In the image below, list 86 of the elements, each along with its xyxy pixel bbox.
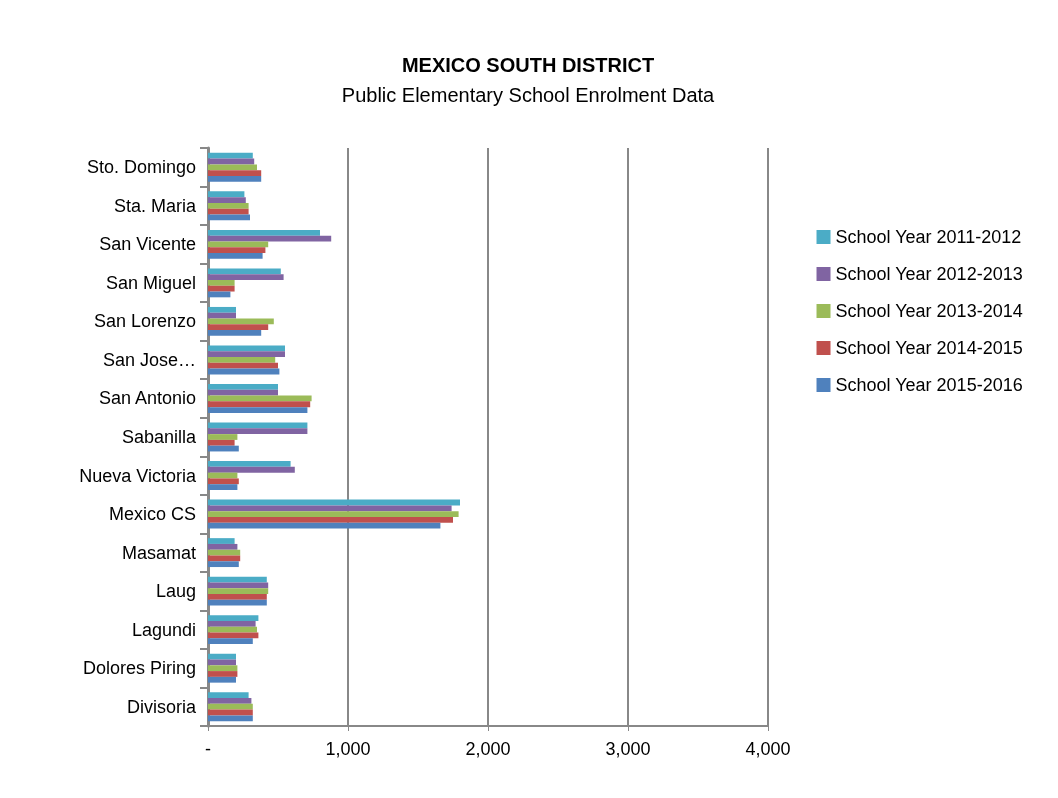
bar xyxy=(208,202,249,209)
x-tick-label: - xyxy=(205,739,211,759)
x-tick-label: 3,000 xyxy=(605,739,651,759)
bar xyxy=(208,324,269,331)
bar xyxy=(208,516,453,523)
bar xyxy=(208,247,266,253)
bar xyxy=(208,164,257,171)
bar xyxy=(208,594,267,600)
bar xyxy=(208,434,238,440)
legend-label: School Year 2012-2013 xyxy=(835,264,1023,284)
y-tick-label: Sto. Domingo xyxy=(86,157,196,178)
bar xyxy=(208,351,285,358)
bar xyxy=(208,312,236,319)
bar xyxy=(208,241,269,248)
y-tick-label: Dolores Piring xyxy=(82,658,196,679)
y-tick-label: Mexico CS xyxy=(108,504,196,525)
bar xyxy=(208,306,236,313)
bar xyxy=(208,522,441,529)
bar xyxy=(208,676,236,683)
x-tick-label: 4,000 xyxy=(745,739,791,759)
y-tick-label: Divisoria xyxy=(126,696,197,717)
bar xyxy=(208,538,235,544)
bar xyxy=(208,511,459,517)
x-tick-label: 1,000 xyxy=(325,739,371,759)
bar xyxy=(208,191,245,198)
legend-label: School Year 2011-2012 xyxy=(835,227,1022,247)
bar xyxy=(208,599,267,606)
bar xyxy=(208,384,278,390)
y-tick-label: San Miguel xyxy=(105,272,196,293)
bar xyxy=(208,345,285,352)
bar xyxy=(208,484,238,490)
bar xyxy=(208,170,262,176)
bar xyxy=(208,478,239,485)
bar xyxy=(208,505,452,512)
bar xyxy=(208,214,250,221)
x-tick-label: 2,000 xyxy=(465,739,511,759)
bar xyxy=(208,197,246,203)
bar xyxy=(208,703,253,710)
bar xyxy=(208,555,241,562)
bar xyxy=(208,615,259,621)
bar xyxy=(208,357,276,363)
bar xyxy=(208,439,235,446)
bar xyxy=(208,253,263,259)
bar xyxy=(208,330,262,336)
chart-subtitle: Public Elementary School Enrolment Data xyxy=(341,84,716,106)
y-tick-label: Nueva Victoria xyxy=(79,465,197,486)
bar xyxy=(208,466,295,473)
y-tick-label: San Antonio xyxy=(98,388,196,409)
y-tick-label: San Jose… xyxy=(102,349,196,370)
y-tick-label: Lagundi xyxy=(131,619,196,640)
bar xyxy=(208,621,256,627)
bar xyxy=(208,274,284,280)
bar xyxy=(208,653,236,660)
bar xyxy=(208,268,281,275)
bar xyxy=(208,582,269,589)
bar xyxy=(208,671,238,677)
bar xyxy=(208,279,235,286)
bar xyxy=(208,461,291,467)
y-tick-label: San Lorenzo xyxy=(93,311,196,332)
bar xyxy=(208,428,308,435)
bar xyxy=(208,362,278,369)
chart-title: MEXICO SOUTH DISTRICT xyxy=(401,54,655,76)
legend-label: School Year 2014-2015 xyxy=(835,338,1023,358)
bar xyxy=(208,715,253,722)
bar xyxy=(208,626,257,633)
bar xyxy=(208,407,308,413)
bar xyxy=(208,152,253,159)
legend-label: School Year 2013-2014 xyxy=(835,301,1023,321)
y-tick-label: Laug xyxy=(155,581,196,602)
y-tick-label: Masamat xyxy=(121,542,196,563)
bar xyxy=(208,692,249,699)
y-tick-label: Sabanilla xyxy=(121,427,197,447)
bar xyxy=(208,229,320,236)
bar xyxy=(208,543,238,550)
bar xyxy=(208,638,253,645)
y-tick-label: Sta. Maria xyxy=(113,195,197,216)
bar xyxy=(208,175,262,182)
y-tick-label: San Vicente xyxy=(99,234,196,255)
bar xyxy=(208,285,235,292)
bar xyxy=(208,389,278,396)
bar xyxy=(208,561,239,568)
bar xyxy=(208,698,252,704)
bar xyxy=(208,588,269,595)
bar xyxy=(208,665,238,672)
legend-label: School Year 2015-2016 xyxy=(835,375,1023,395)
bar xyxy=(208,401,311,408)
